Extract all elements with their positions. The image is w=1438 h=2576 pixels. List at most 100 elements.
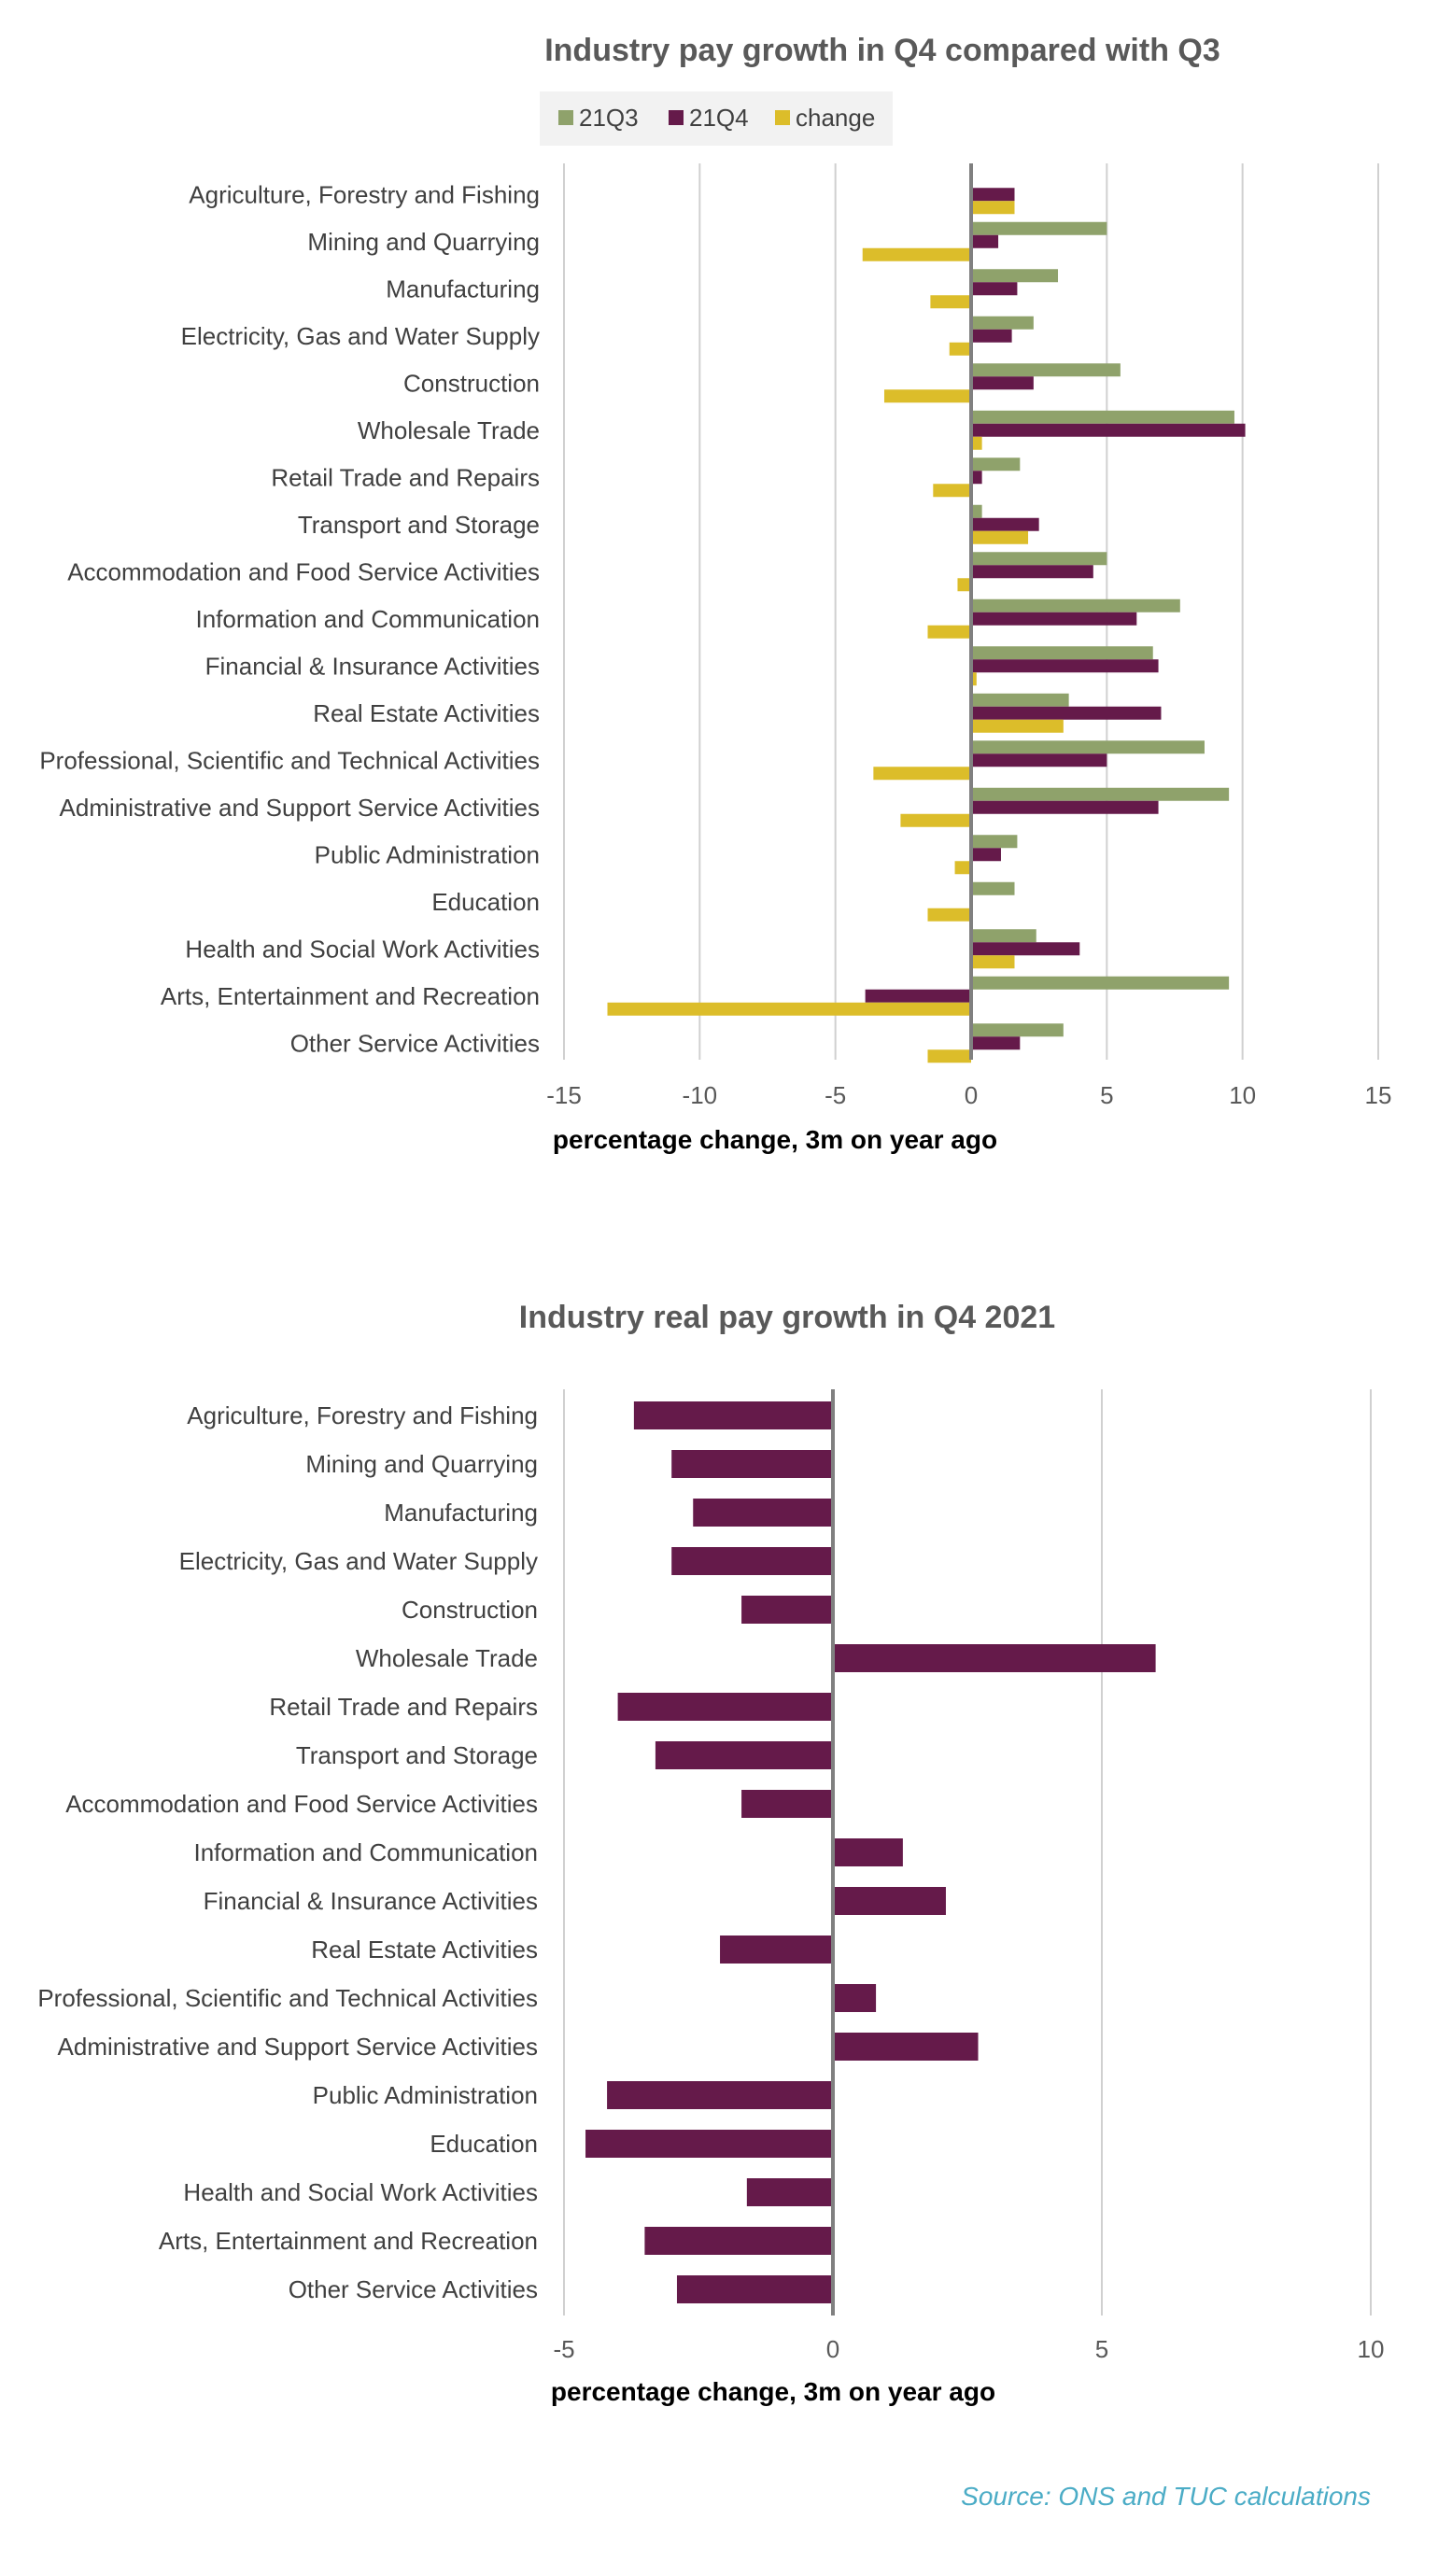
category-label: Health and Social Work Activities xyxy=(183,2178,538,2206)
category-label: Construction xyxy=(402,1596,538,1624)
bar-real-pay-manufacturing xyxy=(693,1499,833,1527)
bar-21q3-other-service-activities xyxy=(971,1023,1064,1037)
bar-21q3-education xyxy=(971,881,1015,895)
bar-21q3-professional-scientific-and-technical-activities xyxy=(971,740,1205,754)
category-label: Transport and Storage xyxy=(296,1741,538,1769)
bar-real-pay-retail-trade-and-repairs xyxy=(617,1693,833,1721)
bar-change-electricity-gas-and-water-supply xyxy=(949,342,971,356)
category-label: Education xyxy=(430,2130,538,2158)
bar-change-wholesale-trade xyxy=(971,436,982,450)
category-label: Accommodation and Food Service Activitie… xyxy=(65,1790,538,1818)
bar-change-education xyxy=(927,908,971,922)
chart-1-category-labels: Agriculture, Forestry and Fishing Mining … xyxy=(39,180,540,1057)
bar-21q4-mining-and-quarrying xyxy=(971,234,999,248)
category-label: Arts, Entertainment and Recreation xyxy=(159,2227,538,2255)
bar-change-other-service-activities xyxy=(927,1049,971,1063)
bar-21q4-other-service-activities xyxy=(971,1036,1021,1050)
bar-21q3-arts-entertainment-and-recreation xyxy=(971,976,1230,990)
bar-21q4-financial-insurance-activities xyxy=(971,659,1159,673)
bar-21q3-construction xyxy=(971,363,1121,377)
bar-change-real-estate-activities xyxy=(971,719,1064,733)
bar-real-pay-administrative-and-support-service-activities xyxy=(833,2033,979,2061)
bar-real-pay-real-estate-activities xyxy=(720,1936,833,1964)
source-note: Source: ONS and TUC calculations xyxy=(961,2482,1371,2511)
bar-real-pay-health-and-social-work-activities xyxy=(746,2178,833,2206)
bar-21q4-manufacturing xyxy=(971,282,1018,296)
bar-21q4-professional-scientific-and-technical-activities xyxy=(971,753,1107,767)
chart-2: Industry real pay growth in Q4 2021 Agri… xyxy=(37,1300,1384,2406)
category-label: Electricity, Gas and Water Supply xyxy=(181,322,540,350)
category-label: Information and Communication xyxy=(195,605,540,633)
category-label: Professional, Scientific and Technical A… xyxy=(39,746,540,774)
category-label: Financial & Insurance Activities xyxy=(204,1887,538,1915)
bar-real-pay-transport-and-storage xyxy=(655,1741,833,1769)
bar-change-professional-scientific-and-technical-activities xyxy=(873,767,971,781)
bar-real-pay-agriculture-forestry-and-fishing xyxy=(633,1401,833,1429)
category-label: Real Estate Activities xyxy=(313,699,540,727)
bar-real-pay-electricity-gas-and-water-supply xyxy=(671,1547,833,1575)
chart-2-bars xyxy=(585,1389,1156,2316)
x-tick-label: 0 xyxy=(826,2335,839,2363)
bar-21q3-health-and-social-work-activities xyxy=(971,929,1036,943)
category-label: Wholesale Trade xyxy=(356,1644,538,1672)
legend-swatch-21q3 xyxy=(558,110,573,125)
x-tick-label: 10 xyxy=(1358,2335,1385,2363)
bar-21q3-manufacturing xyxy=(971,269,1059,283)
bar-change-public-administration xyxy=(954,861,971,875)
category-label: Transport and Storage xyxy=(298,511,540,539)
bar-21q3-information-and-communication xyxy=(971,598,1180,612)
x-tick-label: 5 xyxy=(1095,2335,1108,2363)
bar-change-financial-insurance-activities xyxy=(971,672,977,686)
bar-change-retail-trade-and-repairs xyxy=(933,484,971,498)
x-tick-label: 5 xyxy=(1100,1081,1113,1109)
bar-21q4-accommodation-and-food-service-activities xyxy=(971,565,1093,579)
bar-real-pay-arts-entertainment-and-recreation xyxy=(644,2227,833,2255)
bar-change-mining-and-quarrying xyxy=(862,247,971,261)
x-tick-label: -15 xyxy=(546,1081,582,1109)
bar-real-pay-accommodation-and-food-service-activities xyxy=(741,1790,833,1818)
bar-real-pay-education xyxy=(585,2130,833,2158)
category-label: Construction xyxy=(403,369,540,397)
bar-21q3-transport-and-storage xyxy=(971,504,982,518)
category-label: Mining and Quarrying xyxy=(307,228,540,256)
category-label: Real Estate Activities xyxy=(311,1936,538,1964)
x-tick-label: 15 xyxy=(1365,1081,1392,1109)
legend-swatch-21q4 xyxy=(669,110,684,125)
bar-change-information-and-communication xyxy=(927,625,971,639)
category-label: Agriculture, Forestry and Fishing xyxy=(189,180,540,208)
category-label: Manufacturing xyxy=(384,1499,538,1527)
bar-21q3-accommodation-and-food-service-activities xyxy=(971,552,1107,566)
bar-real-pay-wholesale-trade xyxy=(833,1644,1156,1672)
category-label: Public Administration xyxy=(313,2081,538,2109)
category-label: Other Service Activities xyxy=(290,1029,540,1057)
category-label: Professional, Scientific and Technical A… xyxy=(37,1984,538,2012)
bar-change-manufacturing xyxy=(930,295,971,309)
category-label: Wholesale Trade xyxy=(358,416,540,444)
bar-real-pay-financial-insurance-activities xyxy=(833,1887,946,1915)
chart-1: Industry pay growth in Q4 compared with … xyxy=(39,33,1391,1154)
bar-21q4-arts-entertainment-and-recreation xyxy=(865,989,971,1003)
category-label: Electricity, Gas and Water Supply xyxy=(179,1547,538,1575)
bar-21q3-financial-insurance-activities xyxy=(971,646,1153,660)
legend-background xyxy=(540,91,893,146)
bar-21q3-real-estate-activities xyxy=(971,693,1069,707)
bar-real-pay-other-service-activities xyxy=(676,2275,833,2303)
x-tick-label: -5 xyxy=(553,2335,574,2363)
category-label: Manufacturing xyxy=(386,274,540,303)
bar-real-pay-professional-scientific-and-technical-activities xyxy=(833,1984,877,2012)
bar-21q3-administrative-and-support-service-activities xyxy=(971,787,1230,801)
chart-2-x-ticks: -5 0 5 10 xyxy=(553,2335,1384,2363)
bar-21q4-retail-trade-and-repairs xyxy=(971,471,982,485)
category-label: Agriculture, Forestry and Fishing xyxy=(187,1401,538,1429)
category-label: Public Administration xyxy=(315,840,540,868)
bar-real-pay-construction xyxy=(741,1596,833,1624)
bar-21q4-information-and-communication xyxy=(971,612,1137,626)
category-label: Information and Communication xyxy=(193,1838,538,1866)
bar-real-pay-public-administration xyxy=(607,2081,833,2109)
legend-swatch-change xyxy=(775,110,790,125)
x-tick-label: -10 xyxy=(683,1081,718,1109)
bar-change-administrative-and-support-service-activities xyxy=(900,813,971,827)
category-label: Arts, Entertainment and Recreation xyxy=(161,982,540,1010)
category-label: Administrative and Support Service Activ… xyxy=(60,794,540,822)
